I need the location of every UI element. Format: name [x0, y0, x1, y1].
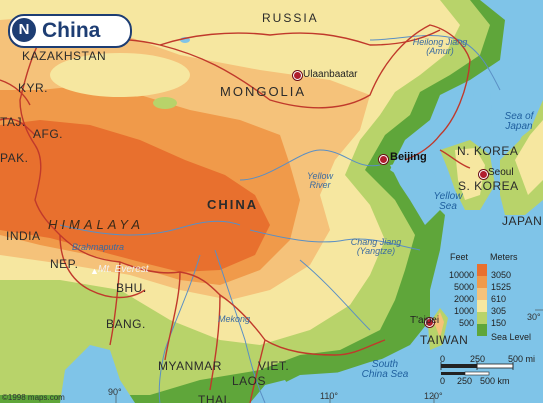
label-taj: TAJ. [0, 115, 26, 129]
elevation-legend: Feet Meters 10000 3050 5000 1525 2000 610 1000… [440, 248, 542, 350]
label-chang-jiang: Chang Jiang (Yangtze) [350, 237, 402, 256]
label-china: CHINA [207, 197, 259, 212]
scale-mi-250: 250 [470, 354, 486, 364]
label-yellow-river: Yellow River [306, 171, 333, 190]
legend-feet-value: 10000 [448, 270, 474, 280]
legend-meters-value: 610 [491, 294, 507, 304]
label-taipei: T'aipei [410, 315, 440, 326]
label-beijing: Beijing [390, 151, 427, 163]
graticule-lon-90: 90° [108, 387, 122, 397]
label-yellow-sea: Yellow Sea [433, 191, 463, 212]
legend-swatch [477, 300, 487, 312]
legend-swatch [477, 264, 487, 276]
legend-swatch [477, 288, 487, 300]
legend-swatch [477, 324, 487, 336]
label-taiwan: TAIWAN [420, 333, 469, 347]
label-heilong-jiang: Heilong Jiang (Amur) [412, 37, 468, 56]
label-laos: LAOS [232, 374, 267, 388]
label-thai: THAI. [198, 393, 232, 403]
label-pak: PAK. [0, 151, 29, 165]
legend-swatch [477, 312, 487, 324]
legend-meters-value: 3050 [491, 270, 512, 280]
legend-feet-header: Feet [450, 252, 469, 262]
label-sea-of-japan: Sea of Japan [504, 111, 534, 132]
legend-meters-header: Meters [490, 252, 518, 262]
label-afg: AFG. [33, 127, 64, 141]
city-marker-beijing [379, 155, 388, 164]
graticule-lon-110: 110° [320, 391, 338, 401]
city-marker-taipei [425, 318, 434, 327]
legend-swatch [477, 276, 487, 288]
city-marker-seoul [479, 170, 488, 179]
copyright: ©1998 maps.com [2, 393, 65, 402]
scale-mi-500: 500 mi [508, 354, 536, 364]
legend-feet-value: 1000 [453, 306, 474, 316]
label-india: INDIA [6, 229, 41, 243]
scale-km-500: 500 km [480, 376, 510, 386]
label-brahmaputra: Brahmaputra [72, 242, 125, 252]
legend-meters-value: 1525 [491, 282, 512, 292]
graticule-lat-30: 30° [527, 312, 541, 322]
legend-meters-value: Sea Level [491, 332, 532, 342]
legend-feet-value: 500 [458, 318, 474, 328]
label-myanmar: MYANMAR [158, 359, 222, 373]
north-compass-icon: N [12, 18, 36, 42]
label-bhu: BHU. [116, 281, 147, 295]
label-seoul: Seoul [488, 167, 514, 178]
label-nep: NEP. [50, 257, 79, 271]
label-viet: VIET. [258, 359, 290, 373]
map-title-badge: N China [8, 14, 132, 48]
label-mt-everest: Mt. Everest [98, 264, 149, 275]
label-mongolia: MONGOLIA [220, 84, 307, 99]
scale-km-0: 0 [440, 376, 446, 386]
graticule-lon-120: 120° [424, 391, 443, 401]
legend-feet-value: 5000 [453, 282, 474, 292]
scale-mi-0: 0 [440, 354, 446, 364]
label-bang: BANG. [106, 317, 146, 331]
scale-km-250: 250 [457, 376, 473, 386]
label-kazakhstan: KAZAKHSTAN [22, 49, 107, 63]
label-south-china-sea: South China Sea [361, 359, 409, 380]
everest-triangle-icon: ▲ [90, 266, 99, 276]
scale-bar [440, 362, 514, 376]
legend-feet-value: 2000 [453, 294, 474, 304]
label-s-korea: S. KOREA [458, 179, 519, 193]
label-ulaanbaatar: Ulaanbaatar [303, 69, 358, 80]
city-marker-ulaanbaatar [293, 71, 302, 80]
legend-meters-value: 150 [491, 318, 507, 328]
label-himalaya: HIMALAYA [48, 217, 145, 232]
label-n-korea: N. KOREA [457, 144, 519, 158]
label-japan: JAPAN [502, 214, 543, 228]
legend-meters-value: 305 [491, 306, 507, 316]
map-title: China [42, 19, 101, 42]
label-mekong: Mekong [218, 314, 251, 324]
label-russia: RUSSIA [262, 11, 319, 25]
label-kyr: KYR. [18, 81, 49, 95]
